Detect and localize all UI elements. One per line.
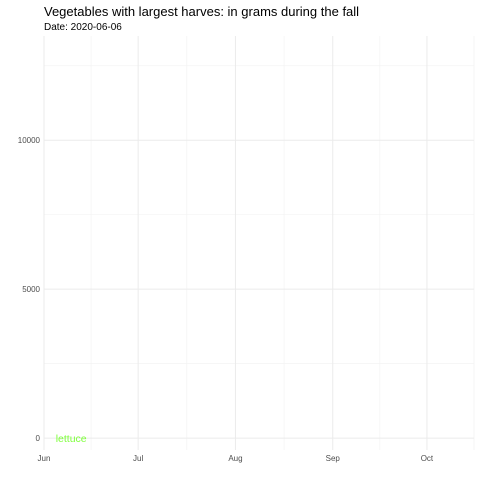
grid — [43, 36, 475, 450]
series-label: lettuce — [56, 433, 87, 445]
x-tick-label: Jun — [38, 454, 51, 463]
series: lettuce — [56, 433, 87, 445]
x-axis-ticks: Jun Jul Aug Sep Oct — [38, 454, 434, 463]
chart-subtitle: Date: 2020-06-06 — [44, 22, 122, 33]
y-tick-label: 10000 — [18, 136, 41, 145]
x-tick-label: Sep — [326, 454, 341, 463]
y-axis-ticks: 0 5000 10000 — [18, 136, 41, 443]
y-tick-label: 5000 — [22, 285, 40, 294]
chart-title: Vegetables with largest harves: in grams… — [44, 4, 360, 19]
x-tick-label: Jul — [133, 454, 143, 463]
y-tick-label: 0 — [36, 434, 41, 443]
x-tick-label: Oct — [421, 454, 434, 463]
x-tick-label: Aug — [228, 454, 242, 463]
